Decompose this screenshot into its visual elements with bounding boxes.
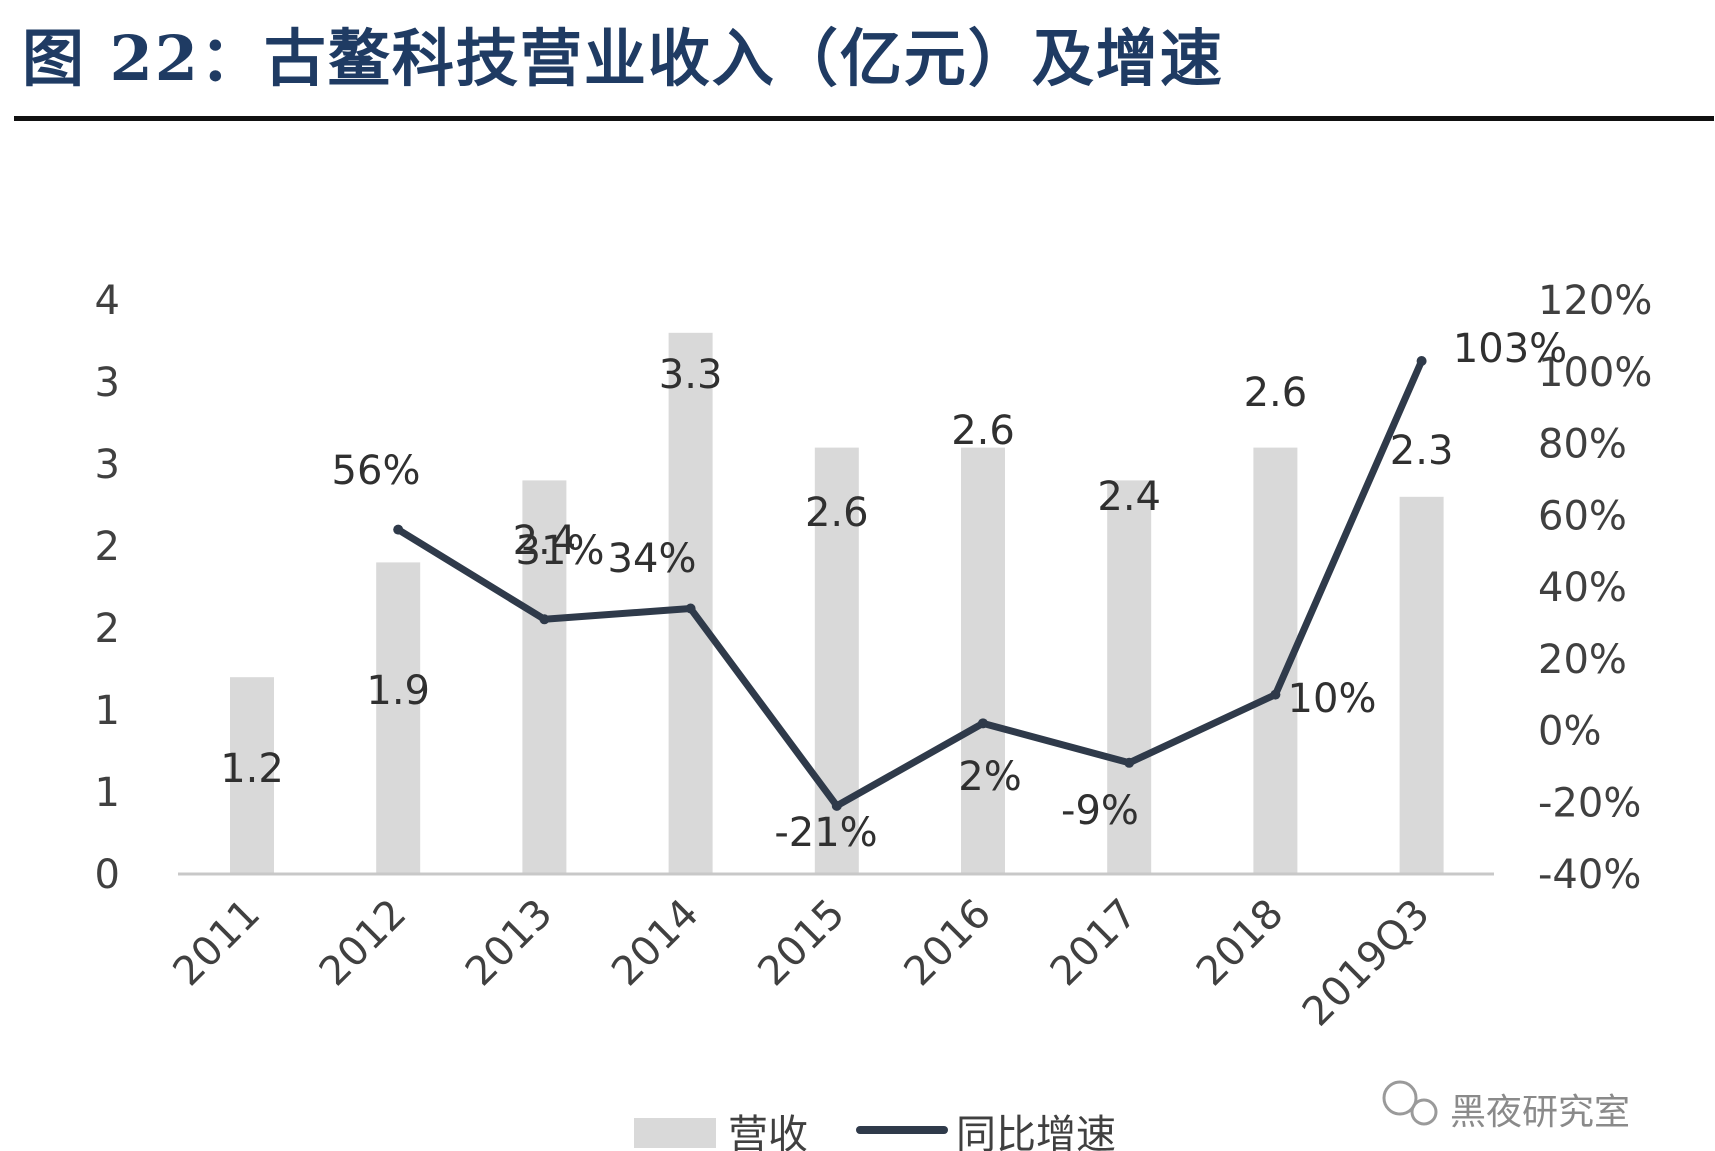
bar-2012 [376, 562, 421, 874]
wechat-icon-bubble [1410, 1098, 1438, 1126]
x-tick-label: 2017 [1042, 891, 1147, 996]
growth-point-2015 [831, 800, 842, 811]
growth-point-2013 [539, 614, 550, 625]
right-tick-label: -20% [1538, 780, 1641, 826]
legend-label-growth: 同比增速 [956, 1112, 1116, 1151]
bar-label-2018: 2.6 [1244, 370, 1308, 416]
line-series [393, 355, 1427, 811]
growth-point-2016 [978, 718, 988, 729]
left-tick-label: 1 [95, 688, 120, 734]
right-tick-label: 40% [1538, 565, 1627, 611]
growth-label-2018: 10% [1288, 676, 1377, 722]
left-tick-label: 3 [95, 360, 120, 406]
chart-title: 图 22：古鳌科技营业收入（亿元）及增速 [22, 22, 1224, 95]
bar-label-2017: 2.4 [1097, 474, 1161, 520]
growth-label-2013: 31% [516, 528, 605, 574]
legend: 营收 同比增速 [634, 1112, 1116, 1151]
watermark: 黑夜研究室 [1382, 1080, 1630, 1133]
growth-label-2017: -9% [1061, 788, 1139, 834]
growth-label-2015: -21% [774, 810, 877, 856]
left-tick-label: 0 [95, 852, 120, 898]
bar-label-2011: 1.2 [220, 746, 284, 792]
left-tick-label: 2 [95, 524, 120, 570]
left-axis-ticks: 0 1 1 2 2 3 3 4 [95, 278, 120, 898]
legend-swatch-revenue [634, 1118, 716, 1148]
growth-point-2014 [685, 603, 696, 614]
growth-line [394, 357, 1426, 810]
legend-label-revenue: 营收 [728, 1112, 808, 1151]
bar-series [230, 332, 1444, 874]
x-tick-label: 2015 [749, 891, 854, 996]
x-tick-label: 2012 [311, 891, 416, 996]
line-value-labels: 56% 31% 34% -21% 2% -9% 10% 103% [332, 326, 1568, 856]
left-tick-label: 2 [95, 606, 120, 652]
right-tick-label: -40% [1538, 852, 1641, 898]
x-tick-label: 2011 [165, 891, 270, 996]
right-axis-ticks: -40% -20% 0% 20% 40% 60% 80% 100% 120% [1538, 278, 1652, 898]
bar-2014 [668, 332, 713, 874]
right-tick-label: 60% [1538, 493, 1627, 539]
x-tick-label: 2013 [457, 891, 562, 996]
bar-2017 [1107, 480, 1152, 874]
right-tick-label: 0% [1538, 709, 1601, 755]
bar-label-2015: 2.6 [805, 490, 869, 536]
bar-2013 [522, 480, 567, 874]
growth-label-2016: 2% [958, 754, 1021, 800]
growth-label-2012: 56% [332, 448, 421, 494]
watermark-text: 黑夜研究室 [1450, 1092, 1630, 1133]
growth-point-2019Q3 [1416, 355, 1427, 366]
x-tick-label: 2014 [603, 891, 708, 996]
left-tick-label: 3 [95, 442, 120, 488]
growth-point-2012 [393, 524, 404, 535]
bar-label-2013: 2.4 [513, 518, 577, 564]
right-tick-label: 100% [1538, 350, 1652, 396]
x-axis-ticks: 2011 2012 2013 2014 2015 2016 2017 2018 2019Q3 [165, 891, 1439, 1036]
x-tick-label: 2018 [1188, 891, 1293, 996]
growth-point-2017 [1124, 757, 1135, 768]
left-tick-label: 1 [95, 770, 120, 816]
left-tick-label: 4 [95, 278, 120, 324]
growth-point-2018 [1270, 689, 1281, 700]
x-tick-label: 2019Q3 [1294, 891, 1439, 1036]
growth-label-2014: 34% [608, 536, 697, 582]
right-tick-label: 80% [1538, 422, 1627, 468]
bar-2016 [961, 447, 1005, 874]
bar-2019Q3 [1399, 496, 1444, 874]
bar-label-2016: 2.6 [951, 408, 1015, 454]
growth-label-2019Q3: 103% [1453, 326, 1567, 372]
bar-value-labels: 1.2 1.9 2.4 3.3 2.6 2.6 2.4 2.6 2.3 [220, 352, 1453, 792]
title-underline [14, 116, 1714, 121]
bar-2011 [230, 677, 274, 874]
bar-label-2014: 3.3 [659, 352, 723, 398]
wechat-icon [1382, 1080, 1418, 1116]
bar-label-2019Q3: 2.3 [1390, 428, 1454, 474]
right-tick-label: 120% [1538, 278, 1652, 324]
right-tick-label: 20% [1538, 637, 1627, 683]
bar-label-2012: 1.9 [366, 668, 430, 714]
x-tick-label: 2016 [896, 891, 1001, 996]
